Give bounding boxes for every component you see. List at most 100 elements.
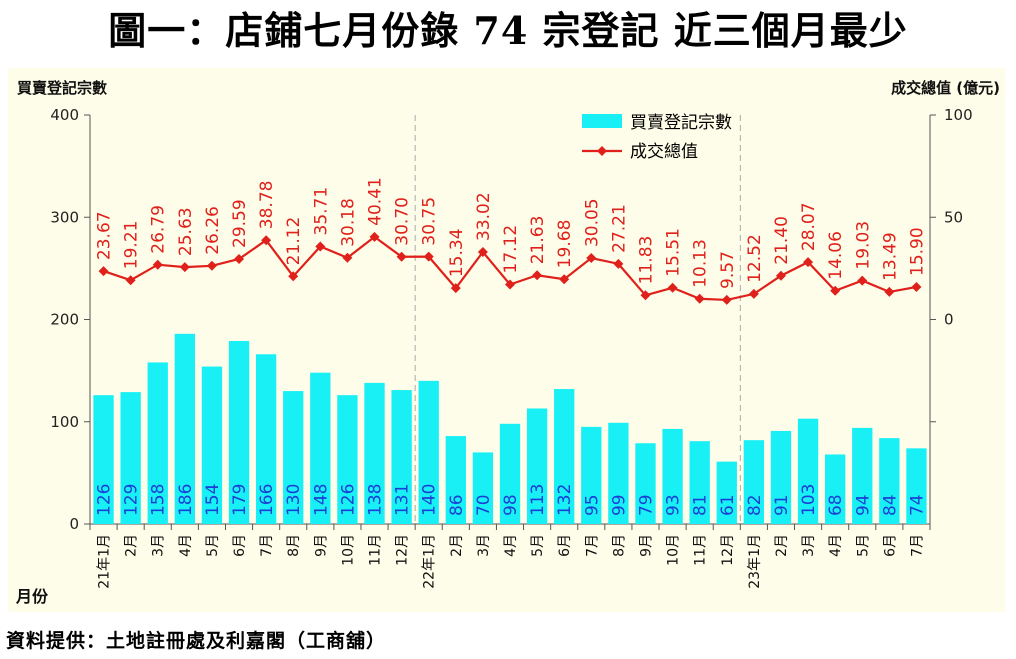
x-tick-label: 5月 — [530, 534, 546, 557]
bar — [228, 340, 250, 524]
bar-data-label: 158 — [149, 484, 169, 516]
chart-title: 圖一：店鋪七月份錄 74 宗登記 近三個月最少 — [108, 8, 908, 53]
bar — [472, 452, 494, 524]
x-tick-label: 4月 — [178, 534, 194, 557]
bar-data-label: 138 — [366, 484, 386, 516]
bar-data-label: 81 — [691, 494, 711, 516]
line-data-label: 12.52 — [745, 234, 765, 283]
x-tick-label: 3月 — [801, 534, 817, 557]
x-tick-label: 6月 — [232, 534, 248, 557]
line-data-label: 15.51 — [664, 228, 684, 277]
bar — [147, 362, 168, 524]
bar — [391, 390, 412, 524]
x-tick-label: 2月 — [124, 534, 140, 557]
bar — [852, 427, 873, 524]
line-point — [206, 260, 217, 271]
line-point — [315, 241, 326, 252]
x-axis-label: 月份 — [16, 587, 49, 606]
bar — [825, 454, 846, 524]
x-tick-label: 7月 — [909, 534, 925, 557]
x-tick-label: 9月 — [638, 534, 654, 557]
line-data-label: 15.90 — [907, 227, 927, 276]
bar-data-label: 179 — [230, 484, 250, 516]
bar — [445, 436, 466, 524]
line-data-label: 14.06 — [826, 231, 846, 280]
bar-data-label: 94 — [853, 494, 873, 516]
bar — [635, 443, 656, 524]
line-point — [586, 253, 597, 264]
bar-data-label: 126 — [338, 484, 358, 516]
line-point — [450, 283, 461, 294]
line-data-label: 30.70 — [393, 197, 413, 246]
x-tick-label: 12月 — [720, 534, 736, 566]
line-data-label: 21.63 — [528, 216, 548, 265]
bar — [797, 418, 819, 524]
line-data-label: 30.75 — [420, 197, 440, 246]
line-point — [179, 262, 190, 273]
line-point — [830, 285, 841, 296]
line-data-label: 40.41 — [366, 177, 386, 226]
line-data-label: 30.05 — [582, 198, 602, 247]
source-note: 資料提供：土地註冊處及利嘉閣（工商舖） — [6, 630, 387, 652]
bar — [879, 438, 900, 524]
bar — [906, 448, 927, 524]
bar — [120, 392, 141, 524]
line-data-label: 10.13 — [691, 239, 711, 288]
bar-data-label: 61 — [718, 494, 738, 516]
x-tick-label: 11月 — [693, 534, 709, 566]
x-tick-label: 2月 — [449, 534, 465, 557]
line-data-label: 19.21 — [122, 221, 142, 270]
bar-data-label: 126 — [95, 484, 115, 516]
bar — [716, 461, 737, 524]
x-tick-label: 6月 — [557, 534, 573, 557]
bar-data-label: 74 — [907, 494, 927, 516]
bar — [364, 382, 385, 524]
line-point — [613, 258, 624, 269]
x-tick-label: 5月 — [205, 534, 221, 557]
x-tick-label: 9月 — [313, 534, 329, 557]
x-tick-label: 4月 — [503, 534, 519, 557]
bar-data-label: 131 — [393, 484, 413, 516]
y2-tick-label: 100 — [944, 106, 973, 124]
y-tick-label: 0 — [69, 515, 79, 533]
line-point — [640, 290, 651, 301]
x-tick-label: 23年1月 — [747, 534, 763, 589]
bar-data-label: 86 — [447, 494, 467, 516]
bar — [770, 430, 792, 524]
line-data-label: 38.78 — [257, 181, 277, 230]
x-tick-label: 8月 — [611, 534, 627, 557]
y-tick-label: 100 — [50, 413, 79, 431]
bar-data-label: 113 — [528, 484, 548, 516]
y-tick-label: 300 — [50, 208, 79, 226]
line-point — [721, 294, 732, 305]
line-data-label: 25.63 — [176, 207, 196, 256]
x-tick-label: 7月 — [584, 534, 600, 557]
line-data-label: 33.02 — [474, 192, 494, 241]
bar — [418, 380, 439, 524]
x-tick-label: 10月 — [666, 534, 682, 566]
line-point — [911, 281, 922, 292]
bar — [554, 389, 575, 524]
x-tick-label: 12月 — [395, 534, 411, 566]
line-point — [694, 293, 705, 304]
line-point — [125, 275, 136, 286]
bar-data-label: 129 — [122, 484, 142, 516]
bar-data-label: 68 — [826, 494, 846, 516]
bar-data-label: 95 — [582, 494, 602, 516]
line-point — [857, 275, 868, 286]
x-tick-label: 3月 — [151, 534, 167, 557]
legend-line-label: 成交總值 — [630, 142, 698, 162]
y-tick-label: 400 — [50, 106, 79, 124]
bar — [337, 395, 358, 524]
x-tick-label: 5月 — [855, 534, 871, 557]
line-point — [261, 235, 272, 246]
line-point — [423, 251, 434, 262]
bar-data-label: 140 — [420, 484, 440, 516]
line-point — [775, 270, 786, 281]
bar-data-label: 98 — [501, 494, 521, 516]
x-tick-label: 8月 — [286, 534, 302, 557]
x-tick-label: 21年1月 — [97, 534, 113, 589]
line-data-label: 29.59 — [230, 199, 250, 248]
line-data-label: 35.71 — [311, 187, 331, 236]
